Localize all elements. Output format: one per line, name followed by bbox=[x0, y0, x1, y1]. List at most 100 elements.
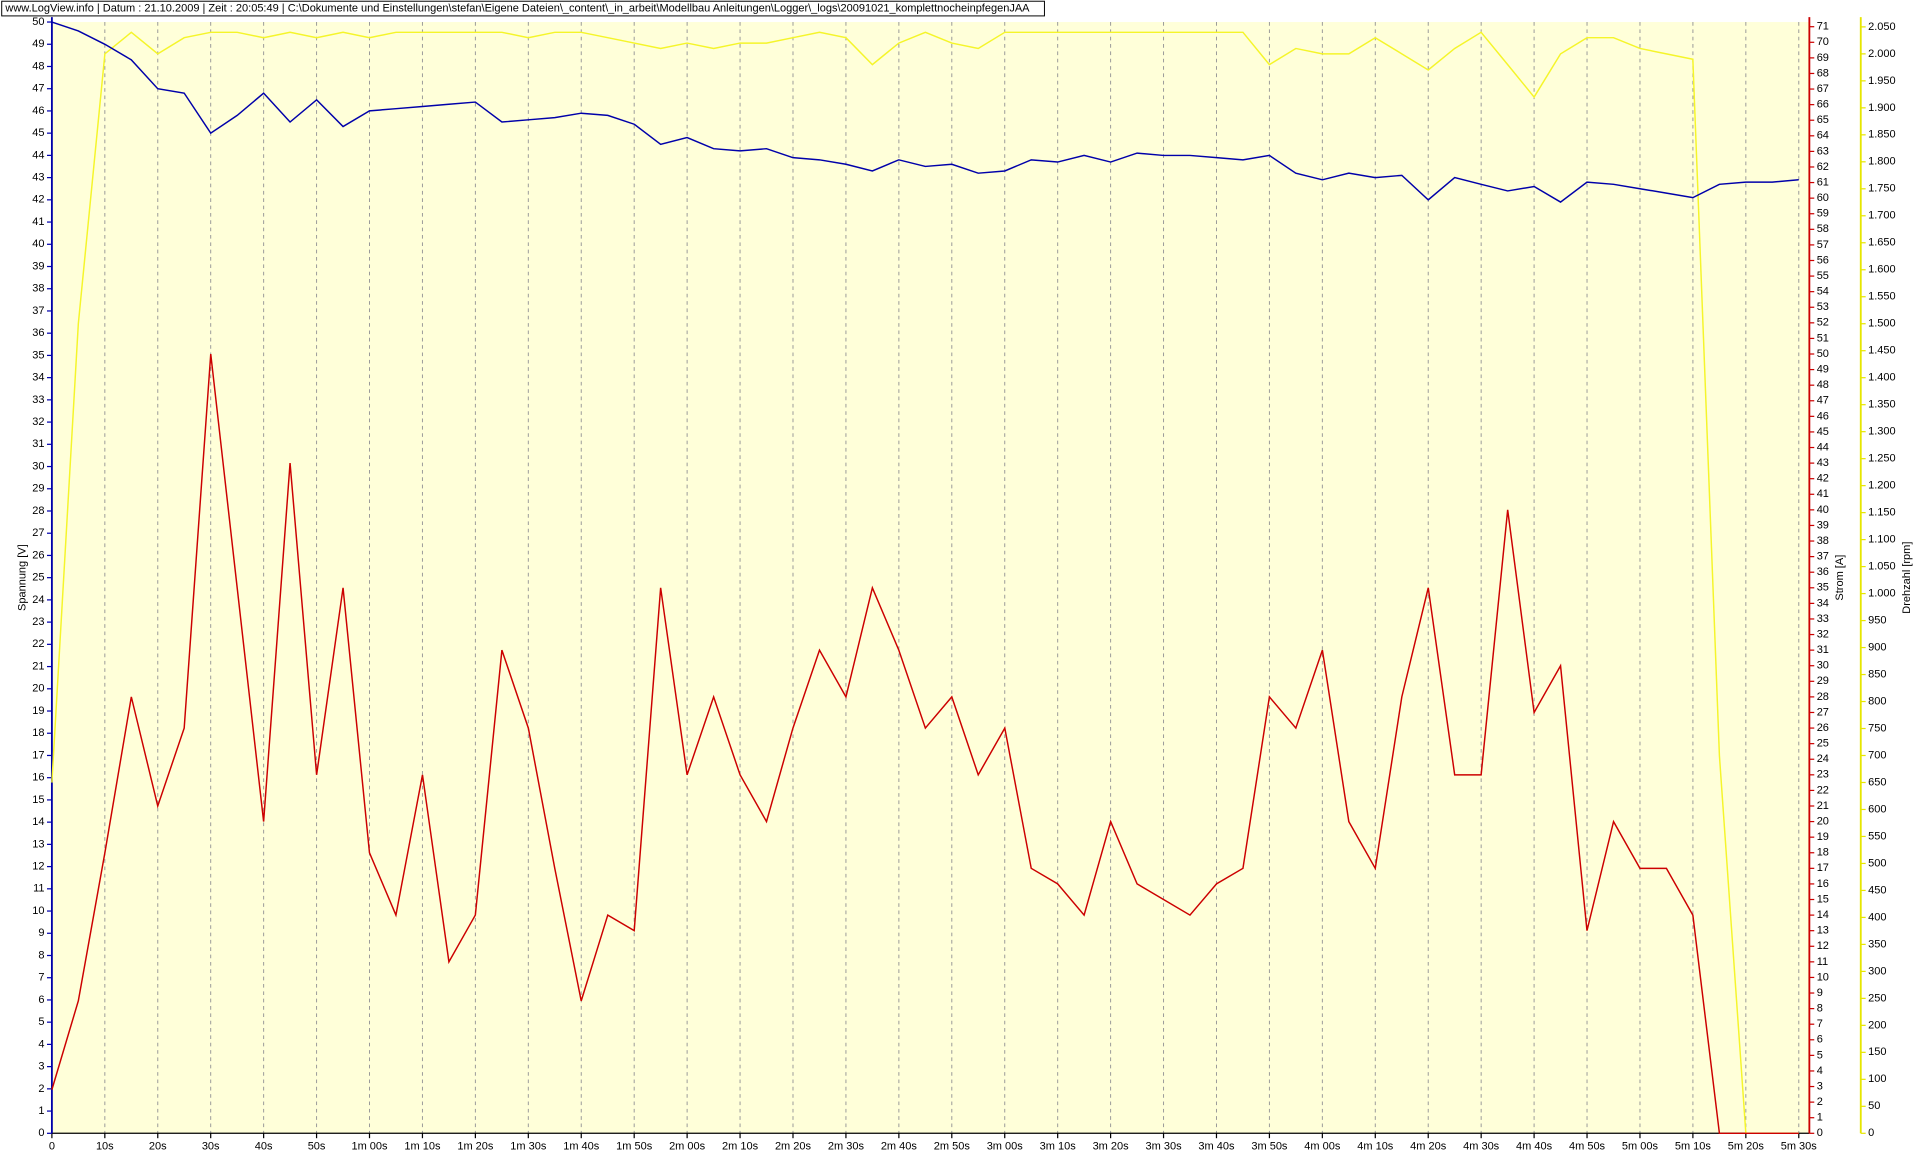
y-tick-label: 51 bbox=[1817, 332, 1829, 344]
x-tick-label: 40s bbox=[255, 1141, 273, 1153]
y-tick-label: 700 bbox=[1868, 749, 1886, 761]
y-tick-label: 45 bbox=[32, 127, 44, 139]
y-tick-label: 2.000 bbox=[1868, 48, 1896, 60]
y-tick-label: 37 bbox=[1817, 551, 1829, 563]
y-tick-label: 41 bbox=[32, 216, 44, 228]
y-tick-label: 68 bbox=[1817, 67, 1829, 79]
y-tick-label: 11 bbox=[33, 883, 44, 895]
y-tick-label: 50 bbox=[1868, 1100, 1880, 1112]
y-tick-label: 43 bbox=[32, 172, 44, 184]
y-tick-label: 1.850 bbox=[1868, 129, 1896, 141]
y-tick-label: 1.550 bbox=[1868, 291, 1896, 303]
y-tick-label: 24 bbox=[32, 594, 44, 606]
y-tick-label: 250 bbox=[1868, 992, 1886, 1004]
y-tick-label: 850 bbox=[1868, 668, 1886, 680]
x-tick-label: 1m 30s bbox=[510, 1141, 547, 1153]
y-tick-label: 56 bbox=[1817, 254, 1829, 266]
y-tick-label: 71 bbox=[1817, 21, 1829, 33]
x-tick-label: 5m 10s bbox=[1675, 1141, 1712, 1153]
y-tick-label: 1.050 bbox=[1868, 561, 1896, 573]
y-tick-label: 1.800 bbox=[1868, 156, 1896, 168]
x-tick-label: 5m 30s bbox=[1781, 1141, 1818, 1153]
y-tick-label: 42 bbox=[1817, 473, 1829, 485]
y-tick-label: 3 bbox=[1817, 1080, 1823, 1092]
y-tick-label: 1.000 bbox=[1868, 587, 1896, 599]
x-tick-label: 2m 00s bbox=[669, 1141, 706, 1153]
y-tick-label: 1.200 bbox=[1868, 480, 1896, 492]
y-tick-label: 30 bbox=[32, 460, 44, 472]
y-tick-label: 1.600 bbox=[1868, 264, 1896, 276]
y3-axis-title: Drehzahl [rpm] bbox=[1901, 542, 1913, 614]
y-tick-label: 14 bbox=[1817, 909, 1829, 921]
y-tick-label: 1.150 bbox=[1868, 507, 1896, 519]
y-tick-label: 23 bbox=[1817, 769, 1829, 781]
y-tick-label: 43 bbox=[1817, 457, 1829, 469]
y-tick-label: 650 bbox=[1868, 776, 1886, 788]
y-tick-label: 53 bbox=[1817, 301, 1829, 313]
y-tick-label: 22 bbox=[32, 638, 44, 650]
x-tick-label: 30s bbox=[202, 1141, 220, 1153]
x-tick-label: 5m 00s bbox=[1622, 1141, 1659, 1153]
y-tick-label: 33 bbox=[1817, 613, 1829, 625]
y-tick-label: 19 bbox=[1817, 831, 1829, 843]
y-tick-label: 37 bbox=[32, 305, 44, 317]
x-tick-label: 3m 30s bbox=[1146, 1141, 1183, 1153]
y-tick-label: 46 bbox=[32, 105, 44, 117]
y-tick-label: 21 bbox=[1817, 800, 1829, 812]
x-tick-label: 2m 20s bbox=[775, 1141, 812, 1153]
y-tick-label: 58 bbox=[1817, 223, 1829, 235]
y-tick-label: 800 bbox=[1868, 695, 1886, 707]
y-tick-label: 600 bbox=[1868, 803, 1886, 815]
x-tick-label: 2m 10s bbox=[722, 1141, 759, 1153]
y-tick-label: 65 bbox=[1817, 114, 1829, 126]
y-tick-label: 1.350 bbox=[1868, 399, 1896, 411]
y-tick-label: 12 bbox=[1817, 940, 1829, 952]
y-tick-label: 750 bbox=[1868, 722, 1886, 734]
y-tick-label: 8 bbox=[1817, 1003, 1823, 1015]
y-tick-label: 60 bbox=[1817, 192, 1829, 204]
header: www.LogView.info | Datum : 21.10.2009 | … bbox=[4, 2, 1030, 14]
y-tick-label: 61 bbox=[1817, 176, 1829, 188]
y-tick-label: 1.700 bbox=[1868, 210, 1896, 222]
y-tick-label: 1.950 bbox=[1868, 75, 1896, 87]
x-tick-label: 4m 40s bbox=[1516, 1141, 1553, 1153]
x-tick-label: 2m 30s bbox=[828, 1141, 865, 1153]
y-tick-label: 450 bbox=[1868, 884, 1886, 896]
y-tick-label: 2.050 bbox=[1868, 21, 1896, 33]
y-tick-label: 32 bbox=[32, 416, 44, 428]
y-tick-label: 18 bbox=[1817, 847, 1829, 859]
y-tick-label: 2 bbox=[1817, 1096, 1823, 1108]
y-tick-label: 39 bbox=[32, 260, 44, 272]
y-tick-label: 59 bbox=[1817, 208, 1829, 220]
y-tick-label: 29 bbox=[1817, 675, 1829, 687]
y-tick-label: 17 bbox=[32, 749, 44, 761]
y-tick-label: 33 bbox=[32, 394, 44, 406]
y-tick-label: 350 bbox=[1868, 938, 1886, 950]
y-tick-label: 36 bbox=[1817, 566, 1829, 578]
y-tick-label: 34 bbox=[1817, 597, 1829, 609]
y-tick-label: 300 bbox=[1868, 965, 1886, 977]
y-tick-label: 67 bbox=[1817, 83, 1829, 95]
x-tick-label: 4m 30s bbox=[1463, 1141, 1500, 1153]
y-tick-label: 1.500 bbox=[1868, 318, 1896, 330]
y-tick-label: 62 bbox=[1817, 161, 1829, 173]
y-tick-label: 54 bbox=[1817, 286, 1829, 298]
y-tick-label: 31 bbox=[1817, 644, 1829, 656]
y-tick-label: 26 bbox=[1817, 722, 1829, 734]
y-tick-label: 10 bbox=[1817, 971, 1829, 983]
y-tick-label: 28 bbox=[1817, 691, 1829, 703]
y-tick-label: 16 bbox=[32, 772, 44, 784]
y-tick-label: 2 bbox=[38, 1083, 44, 1095]
y-tick-label: 400 bbox=[1868, 911, 1886, 923]
y-tick-label: 49 bbox=[32, 38, 44, 50]
y-tick-label: 9 bbox=[38, 927, 44, 939]
y-tick-label: 1 bbox=[1817, 1112, 1823, 1124]
x-tick-label: 1m 40s bbox=[563, 1141, 600, 1153]
y-tick-label: 100 bbox=[1868, 1073, 1886, 1085]
x-tick-label: 20s bbox=[149, 1141, 167, 1153]
x-tick-label: 1m 10s bbox=[404, 1141, 441, 1153]
y-tick-label: 1.450 bbox=[1868, 345, 1896, 357]
y-tick-label: 38 bbox=[1817, 535, 1829, 547]
y-tick-label: 48 bbox=[1817, 379, 1829, 391]
